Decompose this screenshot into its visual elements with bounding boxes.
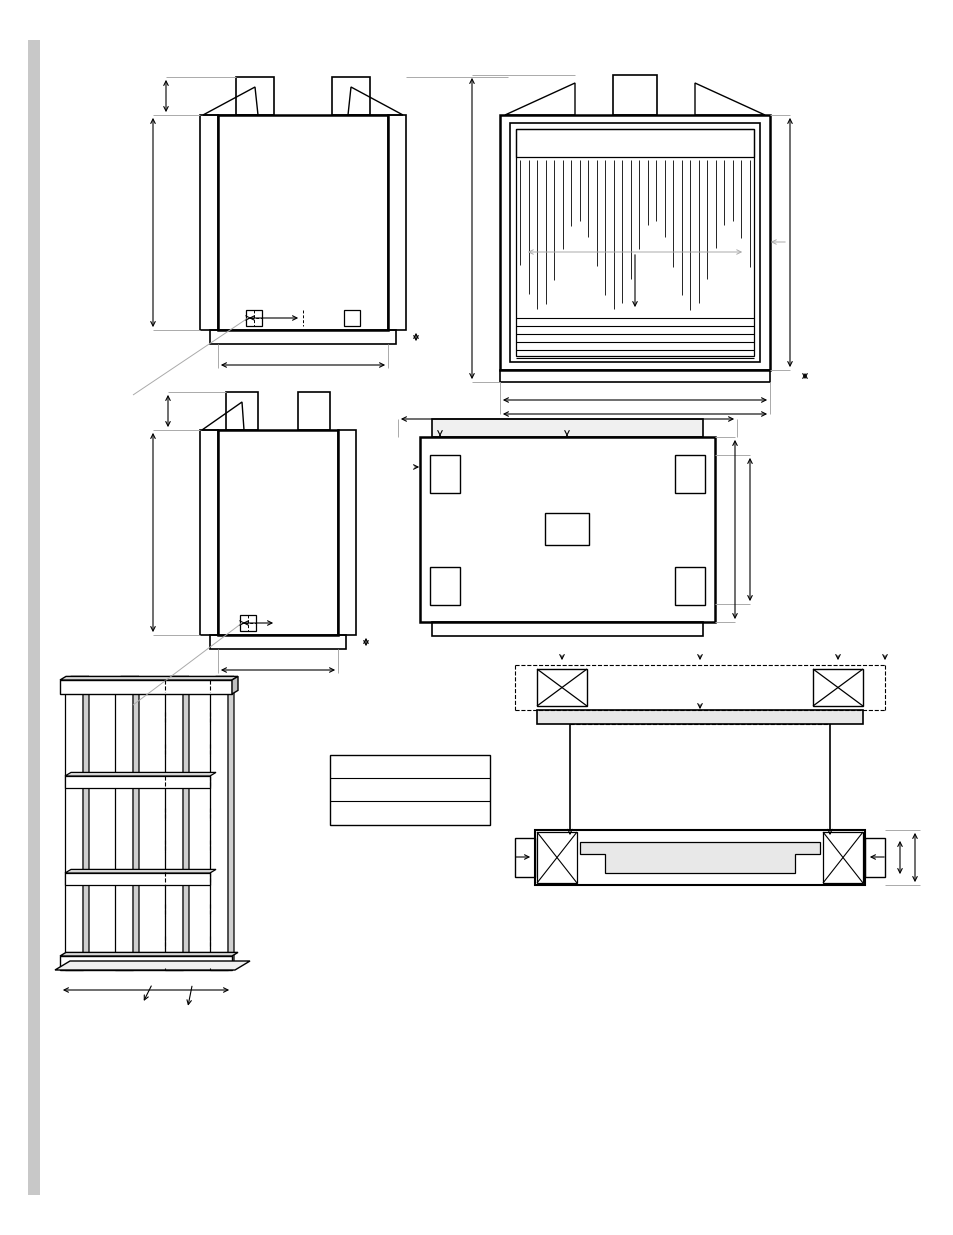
Bar bbox=[430, 567, 459, 605]
Polygon shape bbox=[115, 677, 139, 680]
Bar bbox=[430, 454, 459, 493]
Polygon shape bbox=[132, 677, 139, 969]
Bar bbox=[864, 839, 884, 877]
Bar bbox=[210, 635, 346, 650]
Bar bbox=[499, 115, 769, 370]
Bar bbox=[537, 710, 862, 724]
Polygon shape bbox=[55, 961, 250, 969]
Bar bbox=[515, 839, 535, 877]
Bar bbox=[240, 615, 255, 631]
Polygon shape bbox=[183, 677, 189, 969]
Bar bbox=[332, 77, 370, 115]
Bar bbox=[200, 430, 218, 635]
Polygon shape bbox=[165, 680, 183, 969]
Bar bbox=[388, 115, 406, 330]
Bar bbox=[535, 830, 864, 885]
Polygon shape bbox=[60, 677, 237, 680]
Polygon shape bbox=[60, 952, 237, 956]
Polygon shape bbox=[65, 772, 215, 776]
Polygon shape bbox=[83, 677, 89, 969]
Bar bbox=[544, 513, 588, 545]
Bar bbox=[499, 370, 769, 382]
Bar bbox=[210, 330, 395, 345]
Polygon shape bbox=[65, 776, 210, 788]
Bar bbox=[510, 124, 760, 362]
Bar bbox=[675, 567, 704, 605]
Polygon shape bbox=[228, 677, 233, 969]
Bar bbox=[516, 128, 753, 157]
Bar bbox=[200, 115, 218, 330]
Bar bbox=[432, 622, 702, 636]
Polygon shape bbox=[210, 680, 228, 969]
Bar bbox=[28, 40, 40, 1195]
Bar bbox=[419, 437, 714, 622]
Polygon shape bbox=[65, 869, 215, 873]
Bar bbox=[218, 430, 337, 635]
Bar bbox=[344, 310, 359, 326]
Polygon shape bbox=[579, 842, 820, 873]
Polygon shape bbox=[65, 677, 89, 680]
Polygon shape bbox=[60, 680, 232, 694]
Bar bbox=[235, 77, 274, 115]
Bar bbox=[516, 128, 753, 356]
Bar bbox=[812, 669, 862, 706]
Bar bbox=[297, 391, 330, 430]
Bar bbox=[822, 832, 862, 883]
Bar bbox=[613, 75, 657, 115]
Polygon shape bbox=[232, 677, 237, 694]
Bar bbox=[218, 115, 388, 330]
Polygon shape bbox=[65, 680, 83, 969]
Bar bbox=[537, 669, 586, 706]
Bar bbox=[330, 755, 490, 825]
Polygon shape bbox=[165, 677, 189, 680]
Polygon shape bbox=[65, 873, 210, 885]
Bar bbox=[246, 310, 262, 326]
Bar bbox=[675, 454, 704, 493]
Polygon shape bbox=[210, 677, 233, 680]
Bar bbox=[226, 391, 257, 430]
Polygon shape bbox=[60, 956, 232, 969]
Bar bbox=[537, 832, 577, 883]
Bar bbox=[432, 419, 702, 437]
Polygon shape bbox=[115, 680, 132, 969]
Bar bbox=[337, 430, 355, 635]
